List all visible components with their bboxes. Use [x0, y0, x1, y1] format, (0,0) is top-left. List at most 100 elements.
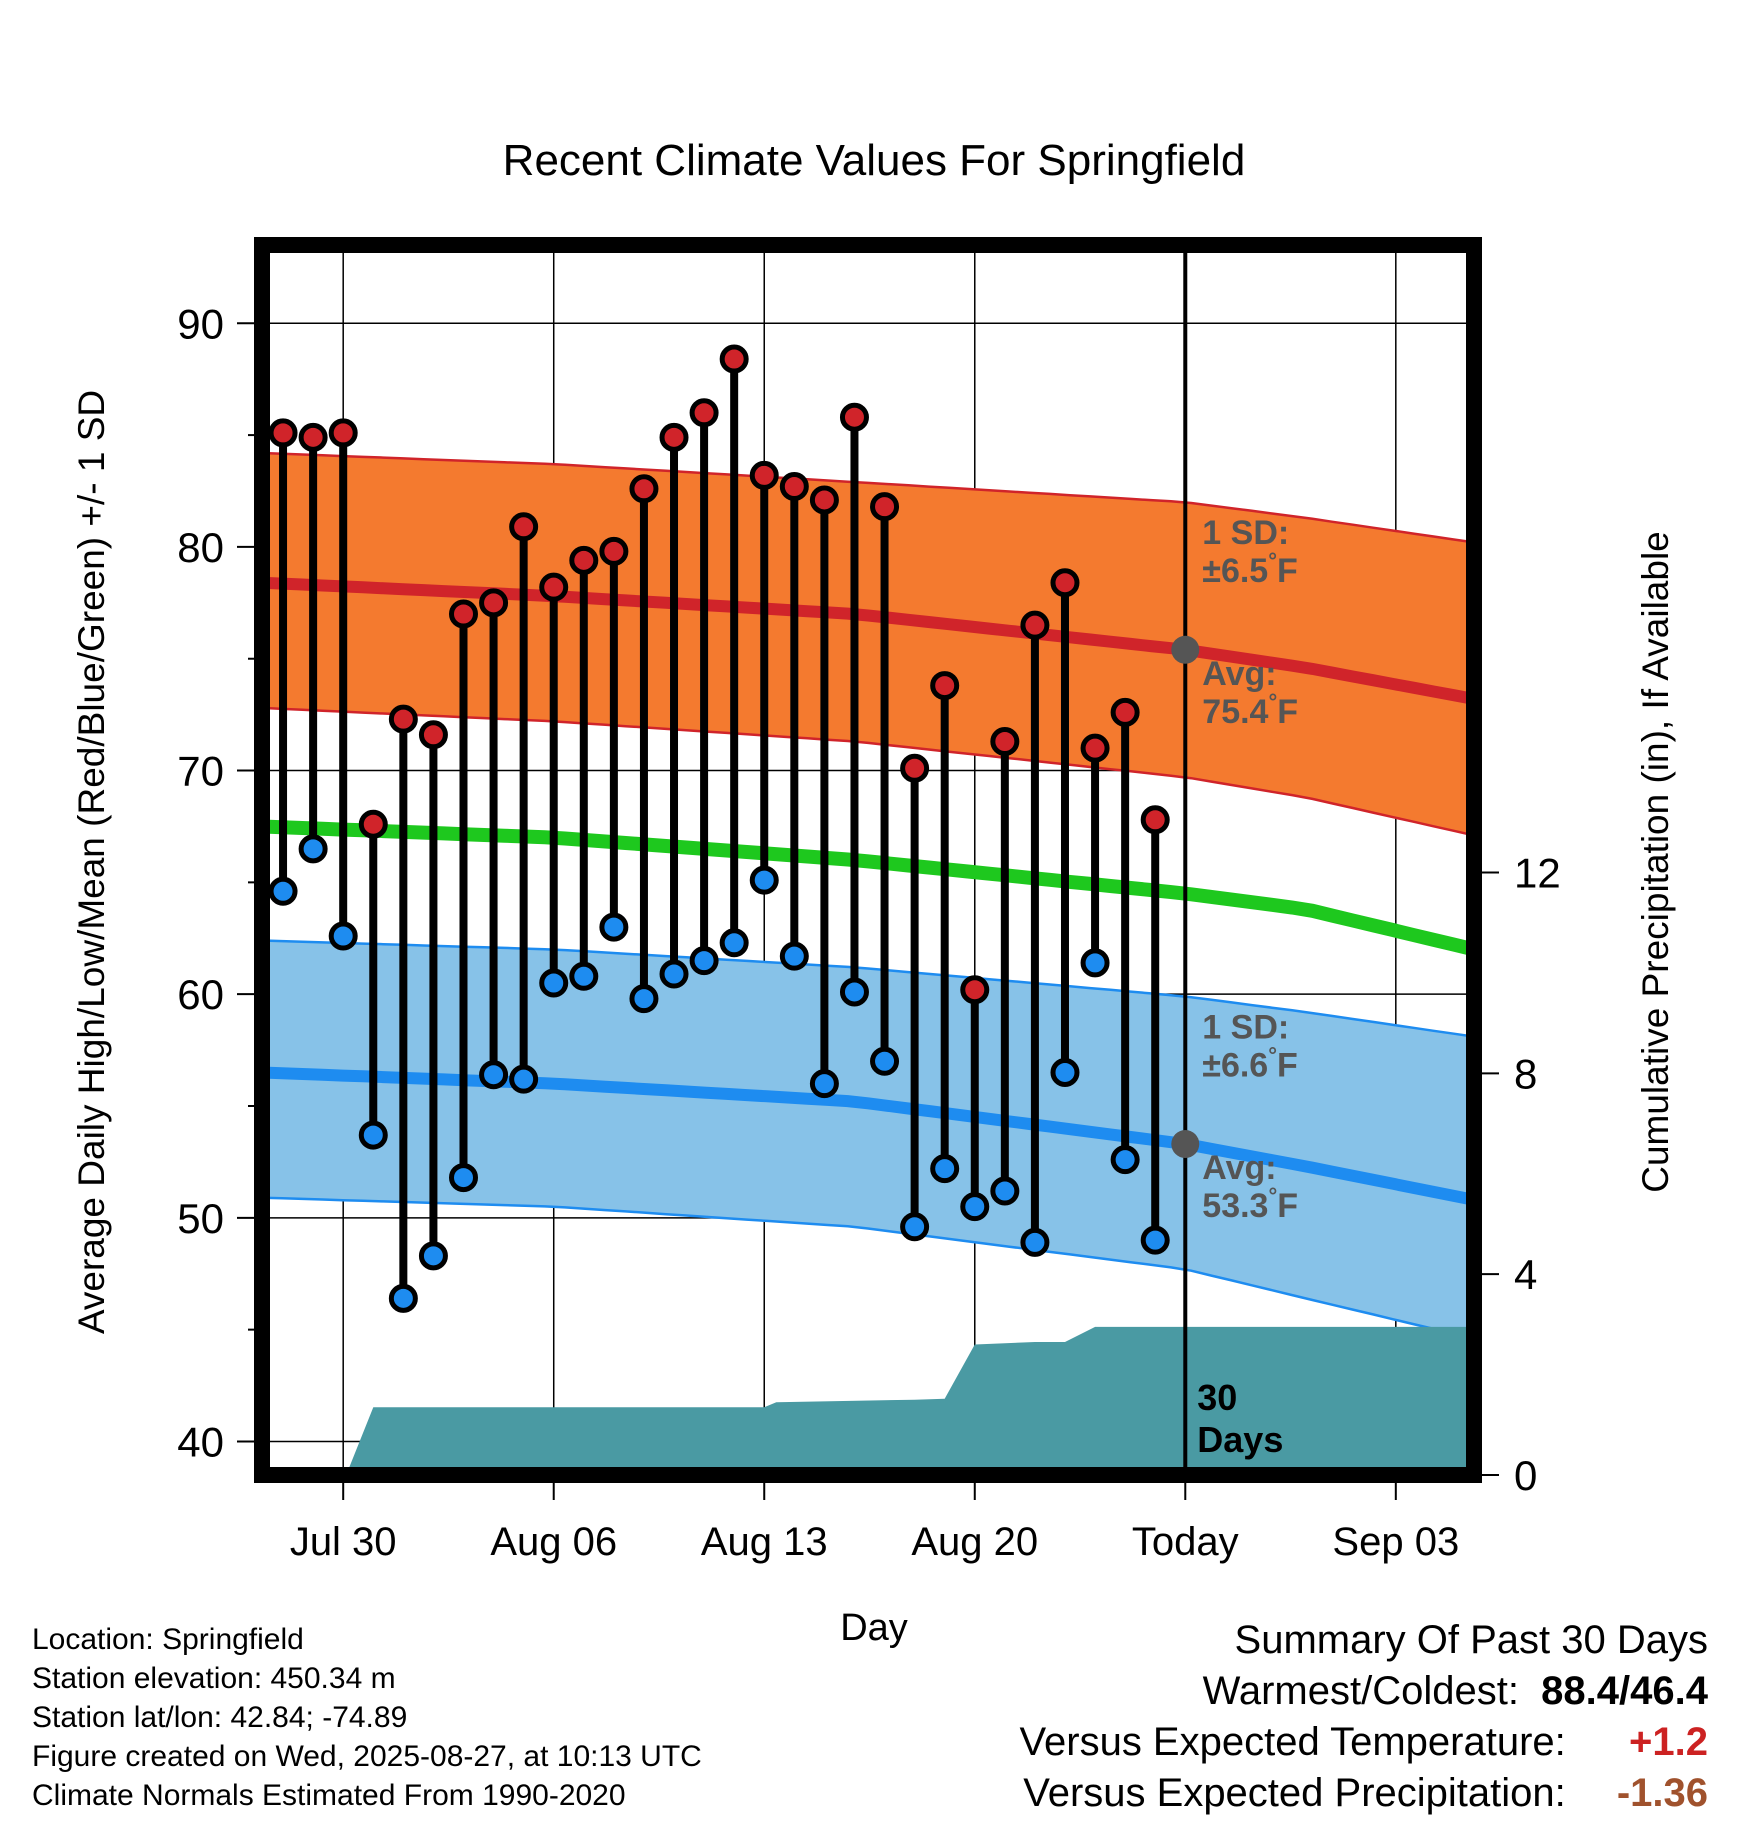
daily-high-point [719, 344, 749, 374]
summary-panel: Summary Of Past 30 Days Warmest/Coldest:… [1020, 1615, 1708, 1819]
daily-high-point [448, 599, 478, 629]
daily-high-point [779, 472, 809, 502]
daily-low-point [839, 977, 869, 1007]
low-avg-annotation: Avg: 53.3°F [1202, 1149, 1298, 1225]
x-tick-label: Sep 03 [1332, 1520, 1459, 1564]
station-info: Location: Springfield Station elevation:… [32, 1620, 702, 1815]
precip-departure-row: Versus Expected Precipitation: -1.36 [1020, 1768, 1708, 1819]
daily-low-point [809, 1069, 839, 1099]
daily-high-point [1140, 805, 1170, 835]
x-tick-label: Today [1132, 1520, 1239, 1564]
daily-low-point [749, 865, 779, 895]
precip-departure-label: Versus Expected Precipitation: [1023, 1771, 1566, 1815]
daily-low-point [599, 912, 629, 942]
low-sd-band-lower-edge [262, 1196, 1474, 1340]
daily-high-point [960, 975, 990, 1005]
warmest-coldest-value: 88.4/46.4 [1541, 1669, 1708, 1713]
temp-departure-value: +1.2 [1629, 1720, 1708, 1764]
daily-high-point [268, 418, 298, 448]
daily-low-point [328, 921, 358, 951]
y-tick-label-right: 0 [1514, 1452, 1537, 1499]
daily-high-point [990, 726, 1020, 756]
x-tick-label: Aug 20 [911, 1520, 1038, 1564]
daily-high-point [629, 474, 659, 504]
high-sd-band-upper-edge [262, 451, 1474, 544]
daily-low-point [1080, 948, 1110, 978]
created-text: Figure created on Wed, 2025-08-27, at 10… [32, 1740, 702, 1773]
daily-high-point [479, 588, 509, 618]
y-tick-label-left: 60 [177, 971, 224, 1018]
high-sd-band [262, 453, 1474, 836]
daily-low-point [960, 1192, 990, 1222]
y-tick-label-left: 40 [177, 1418, 224, 1465]
daily-high-point [328, 418, 358, 448]
x-tick-label: Jul 30 [290, 1520, 397, 1564]
high-sd-annotation: 1 SD: ±6.5°F [1202, 514, 1298, 590]
x-tick-label: Aug 06 [490, 1520, 617, 1564]
summary-heading: Summary Of Past 30 Days [1234, 1618, 1708, 1662]
daily-high-point [569, 545, 599, 575]
daily-high-point [1080, 733, 1110, 763]
y-tick-label-left: 70 [177, 748, 224, 795]
daily-high-point [599, 536, 629, 566]
daily-low-point [479, 1060, 509, 1090]
daily-high-point [539, 572, 569, 602]
daily-low-point [388, 1283, 418, 1313]
daily-low-point [358, 1120, 388, 1150]
daily-high-point [870, 492, 900, 522]
normal-mean-line [262, 819, 1474, 957]
daily-low-point [870, 1046, 900, 1076]
precip-area [346, 1326, 1474, 1475]
plot-frame [254, 237, 1482, 1483]
daily-high-point [1110, 697, 1140, 727]
daily-high-point [900, 753, 930, 783]
normal-high-line [262, 576, 1474, 705]
plot-area: 1 SD: ±6.5°F Avg: 75.4°F 1 SD: ±6.6°F Avg: 53.3… [262, 245, 1474, 1475]
daily-low-point [268, 876, 298, 906]
x-axis-label: Day [840, 1607, 908, 1649]
daily-low-point [418, 1241, 448, 1271]
plot-content: 1 SD: ±6.5°F Avg: 75.4°F 1 SD: ±6.6°F Avg: 53.3… [262, 245, 1474, 1475]
daily-low-point [569, 961, 599, 991]
daily-low-point [990, 1176, 1020, 1206]
y-tick-label-right: 8 [1514, 1050, 1537, 1097]
daily-low-point [629, 984, 659, 1014]
daily-high-point [1020, 610, 1050, 640]
daily-low-point [448, 1163, 478, 1193]
daily-low-point [1140, 1225, 1170, 1255]
daily-low-point [719, 928, 749, 958]
latlon-text: Station lat/lon: 42.84; -74.89 [32, 1701, 408, 1734]
daily-high-point [509, 512, 539, 542]
days-label: 30 Days [1197, 1377, 1283, 1460]
daily-high-point [298, 422, 328, 452]
daily-low-point [930, 1154, 960, 1184]
precip-departure-value: -1.36 [1616, 1771, 1708, 1815]
daily-low-point [689, 946, 719, 976]
daily-low-point [1050, 1057, 1080, 1087]
daily-low-point [900, 1212, 930, 1242]
daily-high-point [809, 485, 839, 515]
y-tick-label-left: 90 [177, 300, 224, 347]
x-tick-label: Aug 13 [701, 1520, 828, 1564]
high-avg-annotation: Avg: 75.4°F [1202, 655, 1298, 731]
low-sd-band [262, 940, 1474, 1339]
warmest-coldest-row: Warmest/Coldest: 88.4/46.4 [1020, 1666, 1708, 1717]
temp-departure-row: Versus Expected Temperature: +1.2 [1020, 1717, 1708, 1768]
daily-high-point [1050, 568, 1080, 598]
location-text: Location: Springfield [32, 1623, 304, 1656]
daily-high-point [749, 460, 779, 490]
daily-high-point [418, 720, 448, 750]
y-tick-label-left: 80 [177, 524, 224, 571]
y-tick-label-left: 50 [177, 1195, 224, 1242]
daily-high-point [689, 398, 719, 428]
daily-high-point [659, 422, 689, 452]
low-sd-annotation: 1 SD: ±6.6°F [1202, 1008, 1298, 1084]
y-axis-label-right: Cumulative Precipitation (in), If Availa… [1635, 531, 1676, 1193]
warmest-coldest-label: Warmest/Coldest: [1202, 1669, 1519, 1713]
normals-text: Climate Normals Estimated From 1990-2020 [32, 1779, 626, 1812]
chart-title: Recent Climate Values For Springfield [503, 136, 1246, 185]
daily-low-point [659, 959, 689, 989]
daily-low-point [509, 1064, 539, 1094]
daily-high-point [930, 671, 960, 701]
